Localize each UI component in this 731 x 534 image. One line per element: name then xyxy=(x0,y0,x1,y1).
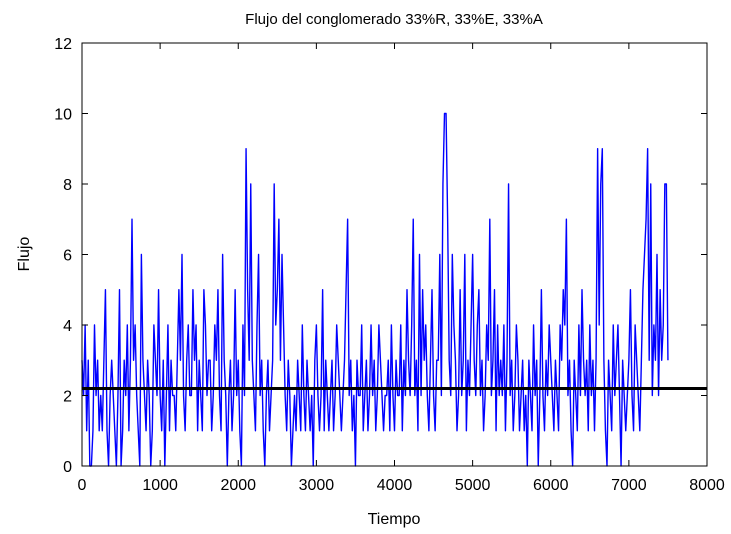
y-tick-label: 12 xyxy=(54,36,72,53)
chart-title: Flujo del conglomerado 33%R, 33%E, 33%A xyxy=(245,11,543,28)
y-tick-label: 8 xyxy=(63,177,72,194)
flujo-series-line xyxy=(81,112,669,467)
x-tick-label: 7000 xyxy=(611,477,647,494)
x-tick-label: 6000 xyxy=(533,477,569,494)
y-tick-label: 10 xyxy=(54,107,72,124)
x-tick-label: 5000 xyxy=(455,477,491,494)
x-tick-label: 8000 xyxy=(689,477,725,494)
x-tick-label: 2000 xyxy=(220,477,256,494)
y-tick-label: 0 xyxy=(63,459,72,476)
x-axis-label: Tiempo xyxy=(368,511,421,528)
y-tick-label: 2 xyxy=(63,389,72,406)
plot-frame xyxy=(81,42,708,467)
y-tick-label: 6 xyxy=(63,248,72,265)
y-axis-label: Flujo xyxy=(16,237,33,272)
series-layer xyxy=(81,112,707,467)
x-tick-label: 1000 xyxy=(142,477,178,494)
ticks-layer: 0 1000 2000 3000 4000 5000 6000 7000 8000 0 2 4 6 8 10… xyxy=(54,36,725,494)
x-tick-label: 4000 xyxy=(377,477,413,494)
y-tick-label: 4 xyxy=(63,318,72,335)
x-tick-label: 3000 xyxy=(299,477,335,494)
x-tick-label: 0 xyxy=(78,477,87,494)
